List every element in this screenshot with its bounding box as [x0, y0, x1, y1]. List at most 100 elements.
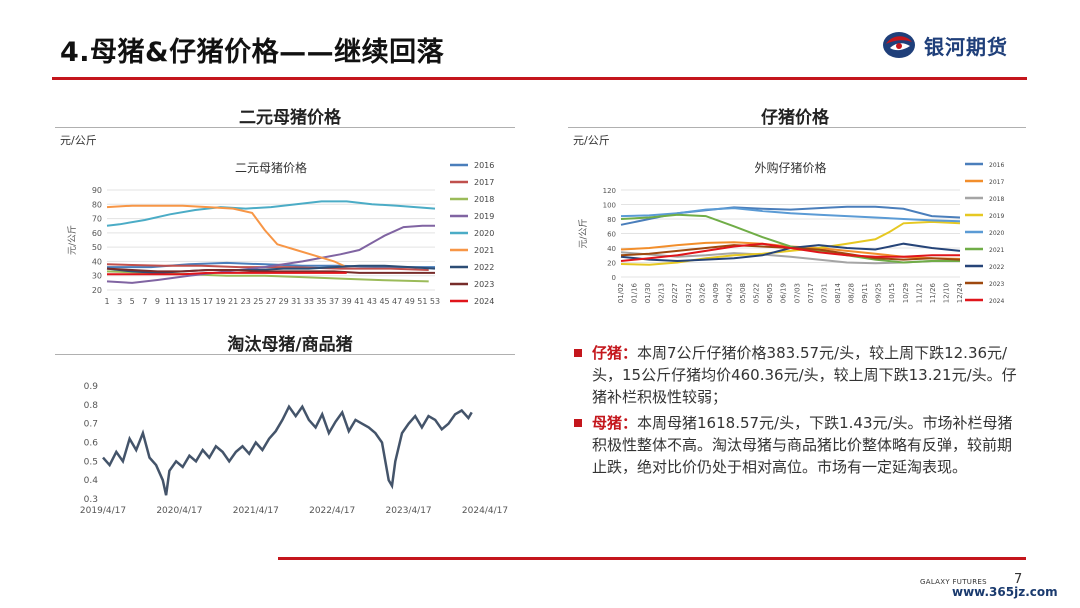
- x-tick-label: 35: [316, 297, 326, 306]
- x-tick-label: 2019/4/17: [80, 506, 126, 516]
- x-tick-label: 08/14: [834, 282, 842, 303]
- x-tick-label: 08/28: [848, 283, 856, 303]
- bullet-heading: 仔猪：: [592, 344, 638, 362]
- slide-title: 4.母猪&仔猪价格——继续回落: [60, 37, 445, 68]
- legend-label: 2022: [989, 264, 1004, 271]
- legend-label: 2017: [989, 179, 1004, 186]
- y-tick-label: 60: [607, 231, 616, 239]
- piglet-commentary: 仔猪：本周7公斤仔猪价格383.57元/头，较上周下跌12.36元/头，15公斤…: [572, 342, 1024, 408]
- x-tick-label: 2021/4/17: [233, 506, 279, 516]
- y-tick-label: 0.6: [84, 439, 99, 449]
- legend-label: 2020: [989, 230, 1004, 237]
- x-tick-label: 41: [354, 297, 364, 306]
- bullet-square-icon: [574, 419, 582, 427]
- x-tick-label: 03/12: [685, 283, 693, 303]
- x-tick-label: 11/26: [929, 282, 937, 303]
- x-tick-label: 01/30: [644, 283, 652, 303]
- bullet-text: 本周母猪1618.57元/头，下跌1.43元/头。市场补栏母猪积极性整体不高。淘…: [592, 414, 1013, 476]
- x-tick-label: 07/03: [793, 283, 801, 303]
- series-line: [106, 264, 436, 274]
- x-tick-label: 43: [367, 297, 377, 306]
- y-tick-label: 80: [92, 200, 102, 209]
- x-tick-label: 33: [304, 297, 314, 306]
- legend-label: 2024: [989, 298, 1004, 305]
- x-tick-label: 39: [342, 297, 352, 306]
- y-tick-label: 100: [603, 202, 616, 210]
- x-tick-label: 01/16: [631, 282, 639, 303]
- series-line: [620, 242, 960, 262]
- galaxy-logo-icon: [883, 32, 915, 58]
- chart-title: 外购仔猪价格: [754, 160, 826, 175]
- series-line: [107, 271, 347, 276]
- x-tick-label: 01/02: [617, 283, 625, 303]
- legend-label: 2020: [474, 229, 494, 238]
- x-tick-label: 19: [215, 297, 225, 306]
- x-tick-label: 11: [165, 297, 175, 306]
- x-tick-label: 49: [405, 297, 415, 306]
- x-tick-label: 5: [130, 297, 135, 306]
- x-tick-label: 07/31: [820, 283, 828, 303]
- x-tick-label: 9: [155, 297, 160, 306]
- sow-price-panel-title: 二元母猪价格: [239, 108, 341, 128]
- chart-title: 二元母猪价格: [235, 160, 307, 175]
- x-tick-label: 31: [291, 297, 301, 306]
- x-tick-label: 09/11: [861, 283, 869, 303]
- y-tick-label: 30: [92, 272, 102, 281]
- x-tick-label: 2023/4/17: [386, 506, 432, 516]
- ratio-panel-title: 淘汰母猪/商品猪: [227, 335, 353, 355]
- x-tick-label: 23: [241, 297, 251, 306]
- y-tick-label: 0.8: [84, 401, 99, 411]
- y-tick-label: 50: [92, 243, 102, 252]
- series-line: [102, 404, 473, 496]
- x-tick-label: 7: [142, 297, 147, 306]
- legend-label: 2018: [474, 195, 494, 204]
- commentary: 仔猪：本周7公斤仔猪价格383.57元/头，较上周下跌12.36元/头，15公斤…: [572, 342, 1024, 482]
- y-tick-label: 70: [92, 215, 102, 224]
- x-tick-label: 15: [190, 297, 200, 306]
- x-tick-label: 21: [228, 297, 238, 306]
- y-tick-label: 0.3: [84, 495, 98, 505]
- y-tick-label: 0.4: [84, 476, 99, 486]
- y-tick-label: 40: [92, 257, 102, 266]
- legend-label: 2021: [989, 247, 1004, 254]
- piglet-unit-label: 元/公斤: [573, 134, 610, 147]
- legend-label: 2019: [989, 213, 1004, 220]
- legend-label: 2023: [474, 280, 494, 289]
- legend-label: 2023: [989, 281, 1004, 288]
- x-tick-label: 07/17: [807, 283, 815, 303]
- watermark: www.365jz.com: [952, 585, 1058, 599]
- y-tick-label: 20: [607, 260, 616, 268]
- x-tick-label: 04/09: [712, 283, 720, 303]
- x-tick-label: 06/19: [780, 283, 788, 303]
- company-logo: 银河期货: [882, 30, 1008, 60]
- series-line: [620, 213, 960, 264]
- bullet-text: 本周7公斤仔猪价格383.57元/头，较上周下跌12.36元/头，15公斤仔猪均…: [592, 344, 1017, 406]
- footer-brand: GALAXY FUTURES: [920, 578, 987, 586]
- series-line: [620, 220, 961, 266]
- x-tick-label: 37: [329, 297, 339, 306]
- x-tick-label: 02/13: [658, 283, 666, 303]
- x-tick-label: 25: [253, 297, 263, 306]
- series-line: [106, 267, 435, 274]
- sow-panel-divider: [55, 127, 515, 128]
- x-tick-label: 06/05: [766, 283, 774, 303]
- legend-label: 2018: [989, 196, 1004, 203]
- x-tick-label: 05/22: [753, 283, 761, 303]
- footer-divider: [278, 557, 1026, 560]
- y-tick-label: 0.7: [84, 420, 98, 430]
- bullet-heading: 母猪：: [592, 414, 638, 432]
- x-tick-label: 04/23: [725, 283, 733, 303]
- x-tick-label: 45: [379, 297, 389, 306]
- piglet-panel-divider: [568, 127, 1026, 128]
- x-tick-label: 2022/4/17: [309, 506, 355, 516]
- y-tick-label: 0.9: [84, 382, 99, 392]
- x-tick-label: 10/29: [902, 283, 910, 303]
- y-tick-label: 20: [92, 286, 102, 295]
- legend-label: 2016: [474, 161, 494, 170]
- x-tick-label: 3: [117, 297, 122, 306]
- legend-label: 2016: [989, 162, 1004, 169]
- x-tick-label: 05/08: [739, 283, 747, 303]
- y-tick-label: 80: [607, 216, 616, 224]
- y-tick-label: 120: [603, 187, 616, 195]
